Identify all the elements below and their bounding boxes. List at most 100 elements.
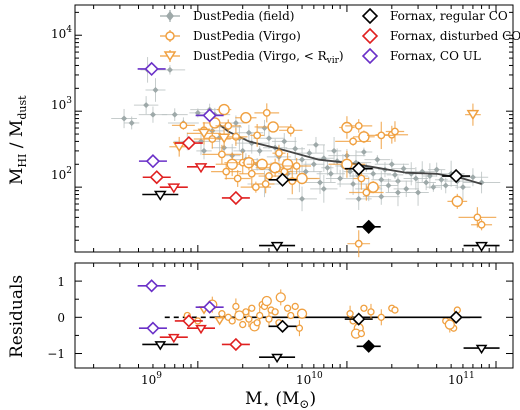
virgo-point (362, 188, 371, 197)
field-point (232, 119, 239, 126)
residual-co-ul-point (145, 279, 159, 293)
residual-limit-marker (271, 353, 283, 364)
legend-marker-virgo (165, 31, 175, 41)
x-tick-label-1e11: 1011 (448, 371, 475, 387)
virgo-point (354, 239, 363, 248)
field-point (337, 175, 344, 182)
disturbed-limit-marker (194, 163, 208, 174)
residual-virgo-point (245, 315, 253, 323)
field-point (245, 129, 252, 136)
x-tick-labels: 109 1010 1011 (141, 371, 475, 387)
field-point (292, 145, 299, 152)
disturbed-limit-marker (167, 183, 181, 194)
residual-limit-marker (154, 341, 167, 351)
residual-virgo-point (234, 310, 245, 321)
field-point (391, 171, 398, 178)
top-y-axis-title: MHI / Mdust (7, 95, 29, 185)
fornax-regular-point (351, 161, 366, 176)
residual-virgo-point (232, 302, 240, 311)
virgo-point (265, 172, 273, 180)
fornax-regular-point (448, 168, 464, 184)
virgo-point (243, 156, 255, 169)
virgo-point (224, 122, 233, 130)
legend-entry-disturbed: Fornax, disturbed CO (361, 27, 520, 45)
legend-marker-co-ul (361, 47, 379, 65)
field-point (423, 179, 430, 186)
residual-virgo-point (271, 308, 279, 316)
legend-marker-virgo-rvir (163, 51, 177, 62)
y-tick-label-100: 102 (51, 166, 72, 182)
field-point (299, 195, 306, 202)
virgo-point (354, 122, 363, 130)
field-point (166, 66, 173, 73)
field-point (426, 173, 433, 180)
field-point (378, 193, 385, 200)
field-point (327, 170, 334, 177)
residual-virgo-point (228, 317, 236, 325)
fornax-co-ul-point (145, 154, 161, 169)
virgo-point (269, 162, 281, 174)
fornax-co-ul-point (144, 61, 159, 77)
residual-virgo-point (248, 304, 256, 312)
field-point (415, 189, 422, 196)
virgo-point (292, 162, 301, 170)
field-point (370, 170, 377, 177)
field-point (350, 180, 357, 187)
residual-virgo-point (239, 320, 247, 329)
legend-entry-regular: Fornax, regular CO (361, 7, 508, 25)
legend-label-virgo: DustPedia (Virgo) (193, 29, 301, 43)
field-point (403, 185, 410, 192)
virgo-point (231, 132, 240, 141)
legend-marker-disturbed (361, 27, 379, 45)
residual-virgo-point (296, 308, 308, 319)
x-tick-label-1e10: 1010 (296, 371, 323, 387)
virgo-point (286, 126, 295, 135)
field-point (299, 156, 306, 163)
legend-entry-virgo: DustPedia (Virgo) (160, 29, 301, 43)
fornax-disturbed-point (228, 190, 244, 206)
residual-disturbed-limit-marker (195, 324, 207, 335)
virgo-point (296, 172, 308, 185)
virgo-point (358, 131, 370, 143)
field-point (400, 165, 407, 172)
virgo-point (256, 158, 268, 170)
field-point (239, 147, 246, 154)
virgo-rvir-point (466, 109, 480, 121)
residual-virgo-point (218, 310, 226, 318)
legend-marker-regular (361, 7, 379, 25)
virgo-point (341, 121, 353, 134)
y-tick-label-10000: 104 (51, 25, 72, 41)
field-point (388, 161, 395, 168)
residual-regular-filled-point (362, 339, 376, 353)
field-point (347, 168, 354, 175)
top-y-tick-labels: 102 103 104 (51, 25, 72, 182)
virgo-point (261, 180, 270, 188)
legend-label-regular: Fornax, regular CO (390, 9, 508, 23)
field-point (306, 150, 313, 157)
field-point (256, 147, 263, 154)
residual-disturbed-point (182, 314, 196, 328)
residual-limit-marker (475, 344, 488, 355)
virgo-point (357, 174, 366, 183)
field-point (433, 166, 440, 173)
field-point (265, 135, 272, 142)
residual-virgo-point (256, 311, 264, 320)
legend-entry-virgo-rvir: DustPedia (Virgo, < Rvir) (160, 49, 344, 66)
field-point (143, 102, 150, 109)
virgo-point (477, 220, 486, 229)
residual-tick-label-1: 1 (57, 275, 65, 289)
virgo-point (240, 112, 252, 124)
residual-virgo-point (367, 308, 375, 316)
legend-entry-field: DustPedia (field) (160, 9, 294, 23)
legend: DustPedia (field) DustPedia (Virgo) Dust… (160, 7, 520, 66)
field-point (374, 156, 381, 163)
residual-virgo-point (261, 295, 272, 307)
fornax-co-ul-point (202, 108, 217, 123)
field-point (302, 168, 309, 175)
upper-limit-marker (475, 241, 488, 253)
residual-tick-label-0: 0 (57, 311, 65, 325)
upper-limit-marker (270, 241, 284, 253)
residual-virgo-point (283, 304, 292, 312)
upper-limit-marker (153, 190, 167, 201)
